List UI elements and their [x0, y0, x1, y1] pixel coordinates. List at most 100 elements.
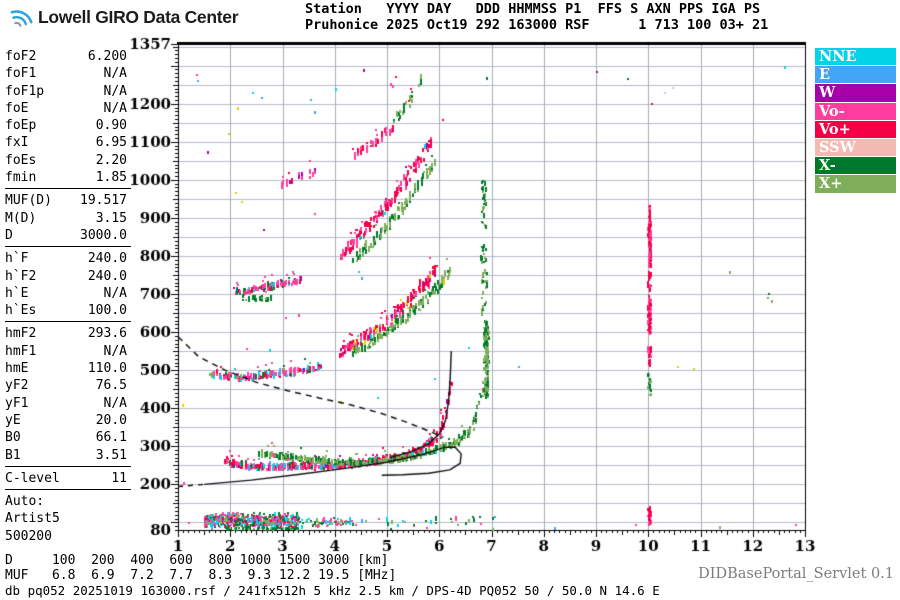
param-label: h`F2	[5, 268, 37, 284]
param-label: Artist5	[5, 511, 60, 527]
param-value: 240.0	[87, 251, 127, 267]
param-hf: h`F 240.0	[5, 250, 127, 267]
param-hme: hmE 110.0	[5, 360, 127, 377]
param-value: 6.95	[95, 135, 127, 151]
param-value: N/A	[103, 66, 127, 82]
param-value: 20.0	[95, 412, 127, 428]
param-value: N/A	[103, 83, 127, 99]
param-label: foF1p	[5, 83, 45, 99]
legend-x: X-	[815, 157, 896, 175]
param-group-1: MUF(D) 19.517 M(D) 3.15 D 3000.0	[5, 188, 131, 244]
param-group-2: h`F 240.0 h`F2 240.0 h`E N/A h`Es 100.0	[5, 246, 131, 319]
param-yf1: yF1 N/A	[5, 395, 127, 412]
param-value: 2.20	[95, 152, 127, 168]
param-label: hmE	[5, 361, 29, 377]
param-value: 100.0	[87, 303, 127, 319]
param-value: 0.90	[95, 118, 127, 134]
parameter-panel: foF2 6.200 foF1 N/A foF1p N/A foE N/A foEp 0.90 fx…	[5, 46, 131, 545]
param-fmin: fmin 1.85	[5, 169, 127, 186]
param-label: Auto:	[5, 494, 45, 510]
param-value: 1.85	[95, 170, 127, 186]
legend-x: X+	[815, 175, 896, 193]
param-foe: foE N/A	[5, 100, 127, 117]
d-row: D 100 200 400 600 800 1000 1500 3000 [km…	[5, 553, 389, 568]
station-header-line2: Pruhonice 2025 Oct19 292 163000 RSF 1 71…	[305, 16, 769, 33]
param-label: h`Es	[5, 303, 37, 319]
lowell-giro-logo[interactable]: Lowell GIRO Data Center	[8, 4, 239, 30]
param-label: M(D)	[5, 210, 37, 226]
param-fof1p: foF1p N/A	[5, 83, 127, 100]
param-value: N/A	[103, 285, 127, 301]
param-label: B0	[5, 430, 21, 446]
param-value: 3.51	[95, 447, 127, 463]
station-header: Station YYYY DAY DDD HHMMSS P1 FFS S AXN…	[305, 1, 769, 33]
param-label: foF2	[5, 49, 37, 64]
logo-text: Lowell GIRO Data Center	[38, 6, 239, 27]
param-value: 293.6	[87, 326, 127, 342]
legend-vo: Vo+	[815, 120, 896, 138]
param-yf2: yF2 76.5	[5, 377, 127, 394]
param-b0: B0 66.1	[5, 429, 127, 446]
param-ye: yE 20.0	[5, 412, 127, 429]
legend-e: E	[815, 66, 896, 84]
param-value: 76.5	[95, 378, 127, 394]
legend-w: W	[815, 84, 896, 102]
param-500200: 500200	[5, 528, 127, 545]
param-auto: Auto:	[5, 493, 127, 510]
param-label: yE	[5, 412, 21, 428]
direction-legend: NNE E W Vo- Vo+ SSW X- X+	[815, 48, 896, 194]
param-group-3: hmF2 293.6 hmF1 N/A hmE 110.0 yF2 76.5 yF1 N/A yE 2…	[5, 321, 131, 463]
param-value: 6.200	[87, 49, 127, 64]
param-label: h`E	[5, 285, 29, 301]
param-label: D	[5, 227, 13, 243]
param-label: MUF(D)	[5, 193, 52, 209]
param-value: 110.0	[87, 361, 127, 377]
station-header-line1: Station YYYY DAY DDD HHMMSS P1 FFS S AXN…	[305, 1, 761, 17]
param-clevel: C-level 11	[5, 470, 127, 487]
legend-nne: NNE	[815, 48, 896, 66]
legend-vo: Vo-	[815, 102, 896, 120]
param-d: D 3000.0	[5, 227, 127, 244]
param-hf2: h`F2 240.0	[5, 268, 127, 285]
param-value: N/A	[103, 395, 127, 411]
param-fof2: foF2 6.200	[5, 48, 127, 65]
param-value: 240.0	[87, 268, 127, 284]
giro-waves-icon	[10, 10, 33, 27]
legend-ssw: SSW	[815, 138, 896, 157]
file-info-line: db pq052 20251019 163000.rsf / 241fx512h…	[5, 583, 660, 598]
param-mufd: MUF(D) 19.517	[5, 192, 127, 209]
param-hmf2: hmF2 293.6	[5, 325, 127, 342]
param-group-0: foF2 6.200 foF1 N/A foF1p N/A foE N/A foEp 0.90 fx…	[5, 46, 131, 186]
param-label: yF1	[5, 395, 29, 411]
param-label: C-level	[5, 470, 60, 486]
param-label: fxI	[5, 135, 29, 151]
d-muf-table: D 100 200 400 600 800 1000 1500 3000 [km…	[5, 553, 397, 583]
param-label: foEp	[5, 118, 37, 134]
param-artist5: Artist5	[5, 510, 127, 527]
param-label: fmin	[5, 170, 37, 186]
param-foep: foEp 0.90	[5, 117, 127, 134]
param-value: 3.15	[95, 210, 127, 226]
param-label: hmF2	[5, 326, 37, 342]
param-he: h`E N/A	[5, 285, 127, 302]
param-label: h`F	[5, 251, 29, 267]
param-fxi: fxI 6.95	[5, 134, 127, 151]
param-foes: foEs 2.20	[5, 152, 127, 169]
param-b1: B1 3.51	[5, 447, 127, 464]
param-hes: h`Es 100.0	[5, 302, 127, 319]
param-hmf1: hmF1 N/A	[5, 343, 127, 360]
muf-row: MUF 6.8 6.9 7.2 7.7 8.3 9.3 12.2 19.5 [M…	[5, 567, 397, 583]
param-fof1: foF1 N/A	[5, 65, 127, 82]
servlet-version-label: DIDBasePortal_Servlet 0.1	[698, 566, 894, 582]
param-label: 500200	[5, 528, 52, 544]
param-label: foEs	[5, 152, 37, 168]
param-label: hmF1	[5, 343, 37, 359]
param-group-5: Auto: Artist5 500200	[5, 489, 131, 545]
param-label: foF1	[5, 66, 37, 82]
param-label: yF2	[5, 378, 29, 394]
param-label: foE	[5, 100, 29, 116]
param-value: 66.1	[95, 430, 127, 446]
param-value: 11	[111, 470, 127, 486]
